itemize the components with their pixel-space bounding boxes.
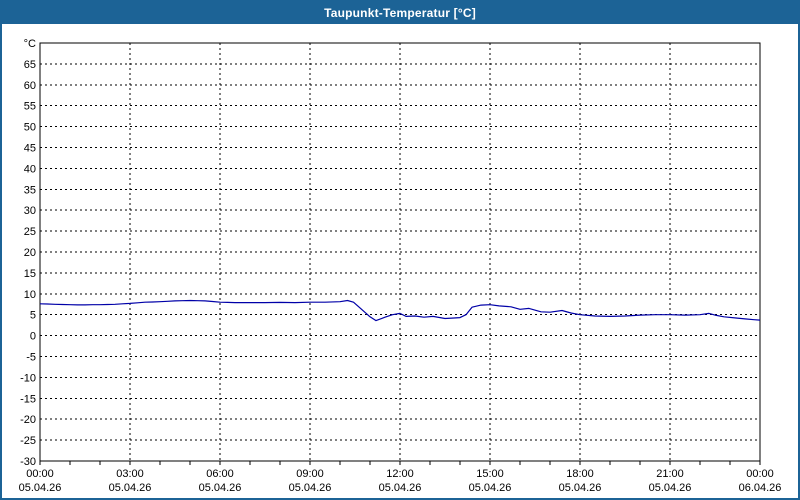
x-tick-date-label: 06.04.26: [739, 482, 782, 494]
x-tick-date-label: 05.04.26: [289, 482, 332, 494]
chart-container: 65 60 55 50 45 40 35 30 25 20 15 10 5 0 -5 -10 -15 -20 -25…: [2, 24, 798, 498]
window-title: Taupunkt-Temperatur [°C]: [324, 6, 476, 20]
x-tick-date-label: 05.04.26: [649, 482, 692, 494]
y-tick-label: 60: [24, 80, 36, 92]
y-tick-label: 40: [24, 163, 36, 175]
y-tick-label: 50: [24, 122, 36, 134]
y-axis-unit-label: °C: [24, 38, 36, 50]
x-tick-date-label: 05.04.26: [199, 482, 242, 494]
x-tick-time-label: 03:00: [116, 468, 144, 480]
x-tick-date-label: 05.04.26: [559, 482, 602, 494]
y-tick-label: -25: [20, 435, 36, 447]
y-tick-label: -30: [20, 456, 36, 468]
x-tick-time-label: 00:00: [746, 468, 774, 480]
x-tick-date-label: 05.04.26: [109, 482, 152, 494]
x-tick-date-label: 05.04.26: [19, 482, 62, 494]
y-tick-label: 55: [24, 101, 36, 113]
y-tick-label: 35: [24, 184, 36, 196]
y-tick-label: 5: [30, 310, 36, 322]
dewpoint-temperature-line-chart: 65605550454035302520151050-5-10-15-20-25…: [19, 38, 782, 494]
x-tick-time-label: 12:00: [386, 468, 414, 480]
x-tick-time-label: 15:00: [476, 468, 504, 480]
x-tick-time-label: 21:00: [656, 468, 684, 480]
x-tick-time-label: 09:00: [296, 468, 324, 480]
x-tick-time-label: 00:00: [26, 468, 54, 480]
y-tick-label: 15: [24, 268, 36, 280]
temperature-line: [39, 299, 761, 322]
y-tick-label: 30: [24, 205, 36, 217]
y-tick-label: 65: [24, 59, 36, 71]
y-tick-label: -5: [26, 352, 36, 364]
x-tick-date-label: 05.04.26: [379, 482, 422, 494]
plot-border: [39, 42, 761, 462]
x-tick-time-label: 18:00: [566, 468, 594, 480]
y-tick-label: 0: [30, 331, 36, 343]
y-tick-label: 45: [24, 143, 36, 155]
x-tick-date-label: 05.04.26: [469, 482, 512, 494]
y-tick-label: -10: [20, 372, 36, 384]
y-tick-label: 25: [24, 226, 36, 238]
y-tick-label: -15: [20, 393, 36, 405]
y-tick-label: 10: [24, 289, 36, 301]
y-tick-label: -20: [20, 414, 36, 426]
y-tick-label: 20: [24, 247, 36, 259]
window-titlebar: Taupunkt-Temperatur [°C]: [2, 2, 798, 24]
x-tick-time-label: 06:00: [206, 468, 234, 480]
